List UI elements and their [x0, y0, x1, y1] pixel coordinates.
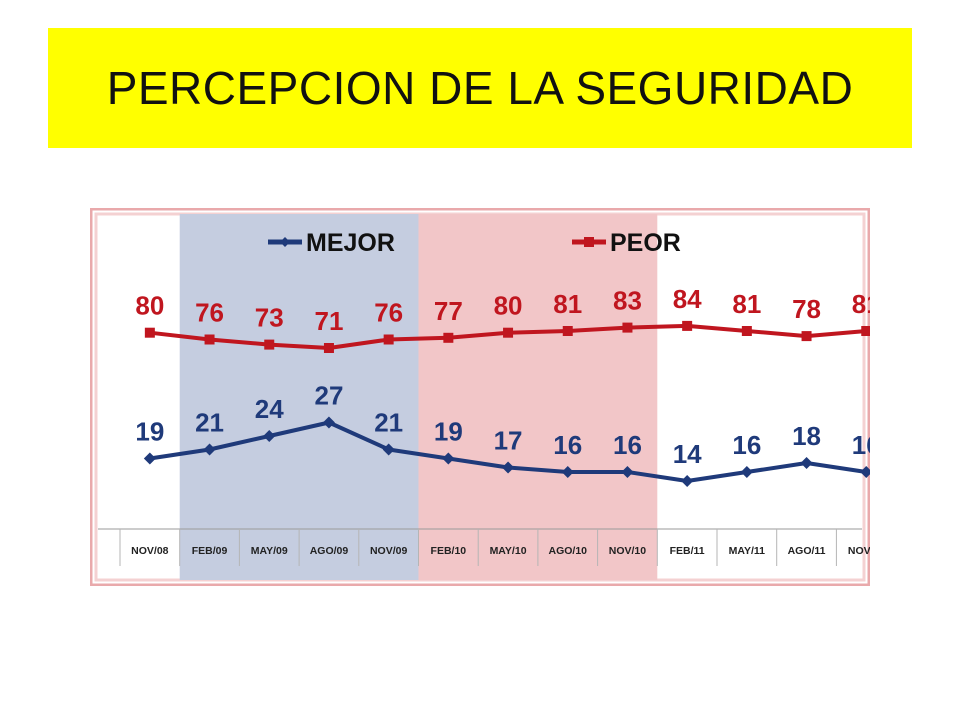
data-point-mejor	[322, 416, 335, 429]
data-label-mejor: 16	[553, 430, 582, 460]
data-point-peor	[562, 326, 573, 336]
data-point-peor	[264, 339, 275, 350]
data-label-peor: 81	[852, 289, 870, 319]
x-tick-label: NOV/09	[370, 545, 408, 557]
data-point-mejor	[382, 443, 395, 456]
data-label-mejor: 21	[374, 408, 403, 438]
data-label-peor: 81	[732, 289, 761, 319]
data-label-peor: 77	[434, 296, 463, 326]
x-tick-label: AGO/09	[310, 545, 349, 557]
x-tick-label: MAY/10	[490, 545, 527, 557]
data-label-mejor: 19	[434, 417, 463, 447]
data-label-peor: 83	[613, 286, 642, 316]
legend-marker	[584, 237, 594, 247]
data-point-mejor	[442, 452, 455, 465]
data-point-peor	[622, 322, 633, 333]
chart-svg: NOV/08 FEB/09 MAY/09 AGO/09 NOV/09 FEB/10 MAY/…	[90, 208, 870, 586]
data-label-mejor: 19	[135, 417, 164, 447]
legend-marker	[280, 237, 290, 247]
data-label-peor: 78	[792, 294, 821, 324]
legend-label-mejor: MEJOR	[306, 229, 395, 257]
data-label-peor: 81	[553, 289, 582, 319]
data-point-mejor	[502, 461, 515, 474]
x-tick-label: NOV/08	[131, 545, 169, 557]
legend-label-peor: PEOR	[610, 229, 681, 257]
shaded-period-2	[418, 214, 658, 580]
x-axis: NOV/08 FEB/09 MAY/09 AGO/09 NOV/09 FEB/10 MAY/…	[98, 528, 870, 566]
shaded-period-1	[179, 214, 419, 580]
data-label-peor: 76	[374, 298, 403, 328]
data-point-mejor	[263, 430, 276, 442]
line-chart: NOV/08 FEB/09 MAY/09 AGO/09 NOV/09 FEB/10 MAY/…	[90, 208, 870, 586]
x-tick-label: MAY/11	[729, 545, 766, 557]
data-point-mejor	[860, 466, 870, 478]
data-label-mejor: 14	[673, 439, 702, 469]
data-point-peor	[801, 331, 812, 342]
data-label-peor: 71	[314, 306, 343, 336]
x-tick-label: NOV/10	[609, 545, 647, 557]
data-label-mejor: 27	[314, 381, 343, 411]
data-point-mejor	[143, 452, 156, 465]
data-label-peor: 80	[494, 291, 523, 321]
data-point-peor	[682, 320, 693, 331]
page-title: PERCEPCION DE LA SEGURIDAD	[106, 62, 854, 114]
data-label-mejor: 16	[732, 430, 761, 460]
data-label-mejor: 18	[792, 421, 821, 451]
data-point-peor	[741, 326, 752, 336]
data-label-mejor: 24	[255, 394, 284, 424]
x-tick-label: MAY/09	[251, 545, 288, 557]
data-point-mejor	[681, 475, 694, 487]
x-tick-label: NOV/11	[848, 545, 870, 557]
data-label-peor: 76	[195, 298, 224, 328]
series-group: 19 21 24 27 21 19 17 16 16 14 16 18 16 80 76 73 71 76 77 80…	[135, 284, 870, 487]
x-tick-label: AGO/11	[788, 545, 826, 557]
data-point-peor	[204, 334, 215, 345]
data-point-peor	[861, 326, 870, 336]
x-tick-label: FEB/11	[670, 545, 705, 557]
data-label-mejor: 21	[195, 408, 224, 438]
data-point-peor	[144, 327, 155, 338]
x-tick-label: FEB/10	[431, 545, 467, 557]
legend: MEJOR PEOR	[268, 229, 681, 257]
data-label-mejor: 16	[852, 430, 870, 460]
data-point-mejor	[800, 457, 813, 469]
shaded-periods	[179, 214, 658, 580]
title-banner: PERCEPCION DE LA SEGURIDAD	[48, 28, 912, 148]
data-point-mejor	[740, 466, 753, 478]
data-point-mejor	[561, 466, 574, 478]
data-label-peor: 84	[673, 284, 702, 314]
data-label-mejor: 17	[494, 426, 523, 456]
data-point-peor	[383, 334, 394, 345]
x-tick-label: AGO/10	[548, 545, 587, 557]
data-point-peor	[323, 343, 334, 353]
data-point-peor	[503, 327, 514, 338]
data-point-mejor	[621, 466, 634, 478]
x-tick-label: FEB/09	[192, 545, 228, 557]
data-label-peor: 73	[255, 303, 284, 333]
data-label-mejor: 16	[613, 430, 642, 460]
data-point-peor	[443, 332, 454, 343]
data-point-mejor	[203, 443, 216, 456]
data-label-peor: 80	[135, 291, 164, 321]
